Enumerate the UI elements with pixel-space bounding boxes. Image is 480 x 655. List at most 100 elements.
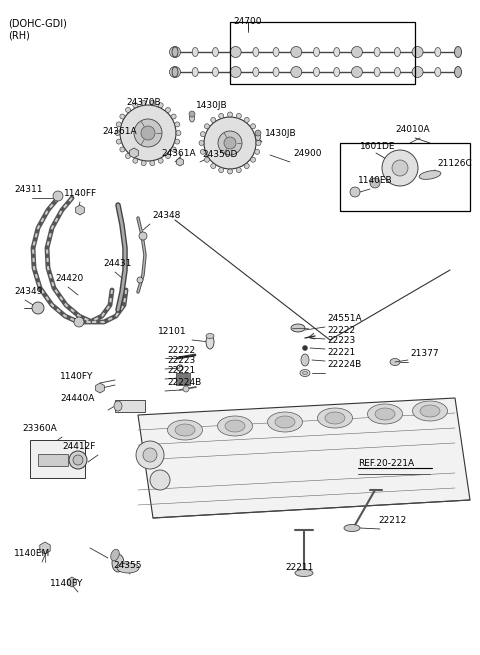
Ellipse shape xyxy=(390,358,400,365)
Circle shape xyxy=(139,232,147,240)
Text: 1140EB: 1140EB xyxy=(358,176,393,185)
Polygon shape xyxy=(138,398,470,518)
Circle shape xyxy=(244,164,249,168)
Circle shape xyxy=(302,345,308,350)
Circle shape xyxy=(236,113,241,119)
Text: 22222: 22222 xyxy=(327,326,355,335)
Text: 24900: 24900 xyxy=(293,149,322,158)
Ellipse shape xyxy=(273,48,279,56)
Circle shape xyxy=(143,448,157,462)
Text: 22221: 22221 xyxy=(327,348,355,357)
Circle shape xyxy=(141,100,146,105)
Circle shape xyxy=(32,302,44,314)
Text: 22224B: 22224B xyxy=(327,360,361,369)
Text: 22221: 22221 xyxy=(167,366,195,375)
Ellipse shape xyxy=(374,67,380,77)
Text: 1140FY: 1140FY xyxy=(50,579,84,588)
Ellipse shape xyxy=(206,333,214,339)
Text: 24361A: 24361A xyxy=(161,149,196,158)
Ellipse shape xyxy=(190,114,194,122)
Text: 24431: 24431 xyxy=(103,259,132,268)
Circle shape xyxy=(133,103,138,108)
Ellipse shape xyxy=(169,47,180,58)
Ellipse shape xyxy=(206,335,214,349)
Text: 24440A: 24440A xyxy=(60,394,95,403)
Circle shape xyxy=(176,130,181,136)
Ellipse shape xyxy=(273,67,279,77)
Circle shape xyxy=(126,107,131,113)
Ellipse shape xyxy=(291,47,302,58)
Ellipse shape xyxy=(275,416,295,428)
Circle shape xyxy=(158,103,163,108)
Ellipse shape xyxy=(395,67,400,77)
Circle shape xyxy=(189,111,195,117)
Ellipse shape xyxy=(291,67,302,77)
Text: 23360A: 23360A xyxy=(22,424,57,433)
Text: 12101: 12101 xyxy=(158,327,187,336)
Circle shape xyxy=(219,168,224,173)
Circle shape xyxy=(392,160,408,176)
Circle shape xyxy=(116,122,121,127)
Text: 22224B: 22224B xyxy=(167,378,201,387)
Ellipse shape xyxy=(375,408,395,420)
Circle shape xyxy=(137,277,143,283)
Circle shape xyxy=(251,157,255,162)
Ellipse shape xyxy=(368,404,403,424)
Circle shape xyxy=(166,107,170,113)
Circle shape xyxy=(204,117,256,169)
Bar xyxy=(38,454,68,466)
Ellipse shape xyxy=(117,563,139,573)
Ellipse shape xyxy=(169,67,180,77)
Text: 24349: 24349 xyxy=(14,287,42,296)
Text: 24010A: 24010A xyxy=(395,125,430,134)
Circle shape xyxy=(175,122,180,127)
Ellipse shape xyxy=(334,48,340,56)
Circle shape xyxy=(120,114,125,119)
Ellipse shape xyxy=(225,420,245,432)
Circle shape xyxy=(200,132,205,137)
Text: 22223: 22223 xyxy=(327,336,355,345)
Ellipse shape xyxy=(192,67,198,77)
Circle shape xyxy=(382,150,418,186)
Circle shape xyxy=(150,160,155,166)
Ellipse shape xyxy=(455,67,461,77)
Circle shape xyxy=(150,470,170,490)
Circle shape xyxy=(120,147,125,152)
Circle shape xyxy=(228,112,232,117)
Circle shape xyxy=(126,153,131,159)
Text: 1140FF: 1140FF xyxy=(64,189,97,198)
Bar xyxy=(176,373,190,385)
Circle shape xyxy=(211,164,216,168)
Circle shape xyxy=(251,124,255,129)
Text: 1601DE: 1601DE xyxy=(360,142,396,151)
Ellipse shape xyxy=(435,67,441,77)
Circle shape xyxy=(228,169,232,174)
Circle shape xyxy=(204,157,209,162)
Ellipse shape xyxy=(168,420,203,440)
Text: 1140FY: 1140FY xyxy=(60,372,94,381)
Text: 24350D: 24350D xyxy=(202,150,238,159)
Text: 24370B: 24370B xyxy=(126,98,161,107)
Ellipse shape xyxy=(412,67,423,77)
Ellipse shape xyxy=(455,67,461,77)
Bar xyxy=(115,400,145,412)
Bar xyxy=(230,22,415,84)
Ellipse shape xyxy=(255,134,261,141)
Text: 22222: 22222 xyxy=(167,346,195,355)
Circle shape xyxy=(244,117,249,122)
Ellipse shape xyxy=(455,48,461,56)
Ellipse shape xyxy=(334,67,340,77)
Ellipse shape xyxy=(351,47,362,58)
Ellipse shape xyxy=(302,371,308,375)
Ellipse shape xyxy=(300,369,310,377)
Ellipse shape xyxy=(295,569,313,576)
Circle shape xyxy=(150,100,155,105)
Ellipse shape xyxy=(230,67,241,77)
Text: (DOHC-GDI): (DOHC-GDI) xyxy=(8,18,67,28)
Circle shape xyxy=(200,149,205,155)
Ellipse shape xyxy=(313,67,320,77)
Circle shape xyxy=(254,132,260,137)
Ellipse shape xyxy=(325,412,345,424)
Text: 21126C: 21126C xyxy=(437,159,472,168)
Ellipse shape xyxy=(313,48,320,56)
